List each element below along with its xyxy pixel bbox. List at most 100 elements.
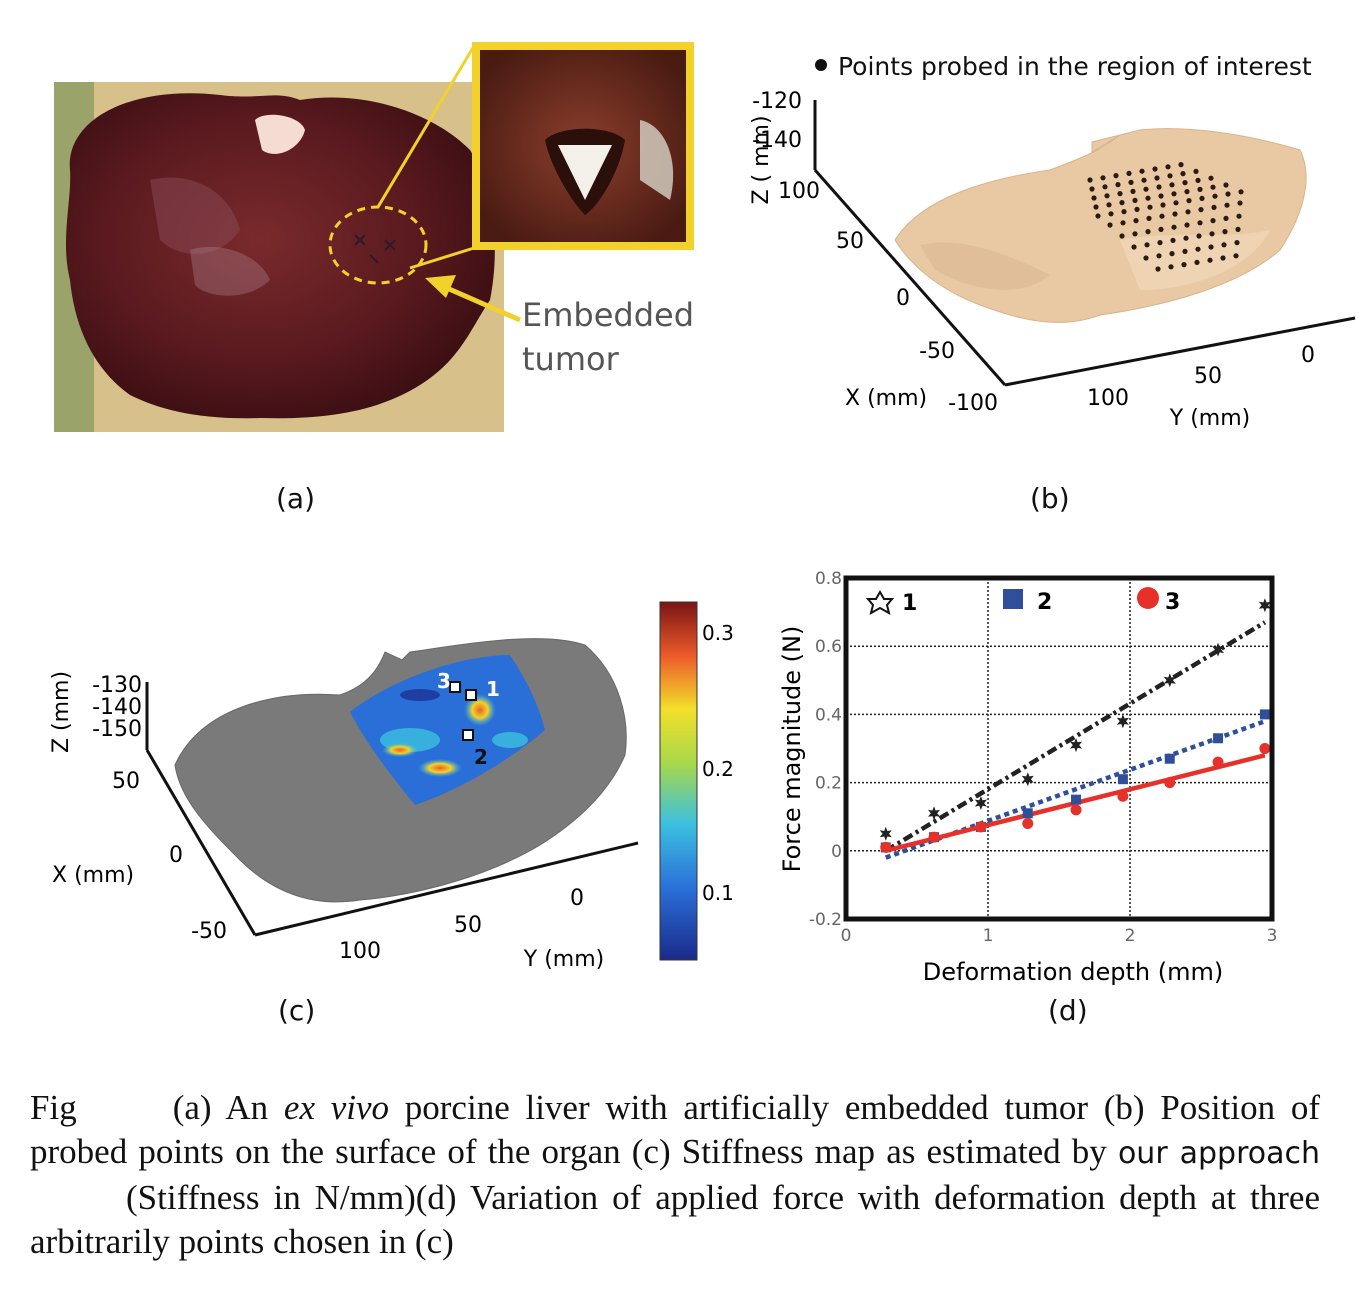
- probe-point: [1155, 266, 1161, 272]
- y-tick-label: 0.2: [815, 774, 842, 794]
- x-tick: 50: [836, 229, 864, 254]
- legend-text: Points probed in the region of interest: [838, 52, 1312, 81]
- probe-point: [1087, 177, 1093, 183]
- data-point-1: [1021, 772, 1034, 787]
- x-axis-label: X (mm): [845, 386, 927, 411]
- liver-surface: [894, 128, 1307, 323]
- data-point-2: [1071, 794, 1082, 805]
- x-tick: 0: [896, 286, 910, 311]
- x-tick-label: 1: [983, 926, 994, 946]
- probe-point: [1154, 175, 1160, 181]
- probe-point: [1199, 195, 1205, 201]
- probe-point: [1144, 242, 1150, 248]
- probe-point: [1152, 166, 1158, 172]
- probe-point: [1143, 186, 1149, 192]
- panel-c: 3 1 2 -130 -140 -150 Z (mm) 50 0 -50 X (…: [40, 590, 740, 990]
- probe-point: [1212, 193, 1218, 199]
- y-axis-label: Force magnitude (N): [778, 626, 806, 873]
- probe-point: [1115, 182, 1121, 188]
- probe-point: [1159, 213, 1165, 219]
- probe-point: [1208, 244, 1214, 250]
- panel-b: Points probed in the region of interest …: [720, 40, 1358, 460]
- probe-point: [1143, 255, 1149, 261]
- data-point-1: [974, 796, 987, 811]
- probe-point: [1147, 204, 1153, 210]
- panel-b-label: (b): [1030, 482, 1070, 515]
- figure-caption: Fig (a) An ex vivo porcine liver with art…: [30, 1086, 1320, 1264]
- y-tick: 0: [570, 886, 584, 911]
- probe-point: [1117, 191, 1123, 197]
- panel-d: 0 1 2 3 -0.2 0 0.2 0.4 0.6 0.8 1 2 3 Force magnit…: [770, 565, 1358, 995]
- data-point-2: [1117, 774, 1128, 785]
- probe-point: [1102, 184, 1108, 190]
- probe-point: [1233, 253, 1239, 259]
- probe-point: [1195, 246, 1201, 252]
- probe-point: [1089, 186, 1095, 192]
- probe-point: [1141, 177, 1147, 183]
- liver-photo: [54, 42, 694, 432]
- y-tick-label: 0.8: [815, 569, 842, 589]
- probe-point: [1168, 264, 1174, 270]
- data-point-1: [1258, 598, 1271, 613]
- probe-point: [1106, 202, 1112, 208]
- x-tick: 100: [778, 179, 820, 204]
- z-axis-label: Z (mm): [49, 671, 74, 753]
- probe-point: [1093, 204, 1099, 210]
- data-point-2: [1022, 808, 1033, 819]
- y-tick-label: -0.2: [809, 910, 842, 930]
- legend-label: 3: [1165, 590, 1180, 615]
- probe-point: [1210, 218, 1216, 224]
- probe-point: [1119, 233, 1125, 239]
- z-tick: -150: [92, 717, 142, 742]
- data-point-3: [1164, 777, 1176, 789]
- marker-3-label: 3: [437, 669, 451, 693]
- x-axis-label: Deformation depth (mm): [923, 958, 1223, 986]
- liver-organ: [65, 93, 495, 419]
- probe-point: [1236, 213, 1242, 219]
- stiffness-region: [350, 655, 545, 805]
- probe-point: [1197, 220, 1203, 226]
- tumor-arrow: [438, 282, 522, 323]
- z-tick: -140: [92, 695, 142, 720]
- z-axis-label: Z ( mm): [749, 115, 774, 204]
- probe-point: [1128, 179, 1134, 185]
- data-point-1: [928, 806, 941, 821]
- probe-point: [1172, 211, 1178, 217]
- caption-fig: Fig: [30, 1088, 77, 1127]
- probe-point: [1170, 237, 1176, 243]
- probe-point: [1130, 188, 1136, 194]
- colorbar: [659, 601, 698, 961]
- legend-label: 1: [902, 591, 917, 616]
- probe-point: [1182, 180, 1188, 186]
- probe-point: [1178, 162, 1184, 168]
- probe-point: [1108, 211, 1114, 217]
- probe-point: [1237, 200, 1243, 206]
- marker-3: [449, 681, 461, 693]
- data-point-3: [1070, 804, 1082, 816]
- probe-point: [1180, 171, 1186, 177]
- probe-point: [1196, 233, 1202, 239]
- data-point-2: [1164, 753, 1175, 764]
- probe-point: [1133, 218, 1139, 224]
- data-point-3: [1117, 790, 1129, 802]
- y-tick: 100: [339, 939, 381, 964]
- probe-point: [1222, 229, 1228, 235]
- y-tick-label: 0.6: [815, 637, 842, 657]
- legend-circle-icon: [1137, 587, 1159, 609]
- probe-point: [1100, 175, 1106, 181]
- data-point-3: [1022, 818, 1034, 830]
- y-tick: 100: [1087, 386, 1129, 411]
- caption-part1: (a) An: [172, 1088, 269, 1127]
- probe-point: [1198, 207, 1204, 213]
- colorbar-tick: 0.3: [702, 621, 734, 645]
- probe-point: [1145, 195, 1151, 201]
- probe-point: [1169, 251, 1175, 257]
- probe-point: [1158, 226, 1164, 232]
- probe-point: [1207, 257, 1213, 263]
- probe-point: [1223, 182, 1229, 188]
- caption-approach: our approach: [1117, 1136, 1320, 1171]
- probe-point: [1182, 248, 1188, 254]
- probe-point: [1160, 202, 1166, 208]
- probe-point: [1107, 222, 1113, 228]
- data-point-3: [880, 841, 892, 853]
